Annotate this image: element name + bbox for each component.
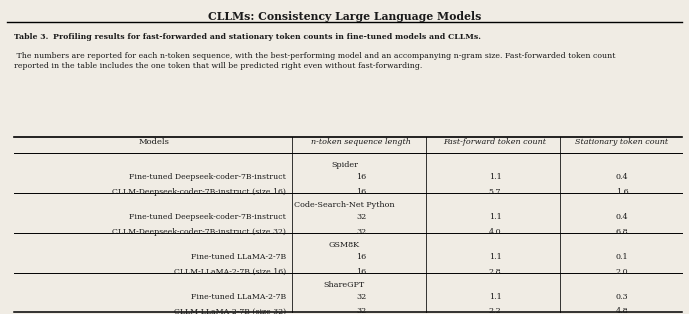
Text: ShareGPT: ShareGPT xyxy=(324,281,365,289)
Text: 1.6: 1.6 xyxy=(615,188,628,196)
Text: 2.8: 2.8 xyxy=(489,268,502,276)
Text: 2.0: 2.0 xyxy=(616,268,628,276)
Text: n-token sequence length: n-token sequence length xyxy=(311,138,411,146)
Text: 16: 16 xyxy=(356,188,367,196)
Text: 16: 16 xyxy=(356,253,367,261)
Text: GSM8K: GSM8K xyxy=(329,241,360,249)
Text: Stationary token count: Stationary token count xyxy=(575,138,668,146)
Text: 0.3: 0.3 xyxy=(616,293,628,301)
Text: 32: 32 xyxy=(356,293,367,301)
Text: 1.1: 1.1 xyxy=(489,293,502,301)
Text: Fine-tuned LLaMA-2-7B: Fine-tuned LLaMA-2-7B xyxy=(191,253,286,261)
Text: 32: 32 xyxy=(356,228,367,236)
Text: 1.1: 1.1 xyxy=(489,173,502,181)
Text: CLLM-Deepseek-coder-7B-instruct (size 32): CLLM-Deepseek-coder-7B-instruct (size 32… xyxy=(112,228,286,236)
Text: 1.1: 1.1 xyxy=(489,213,502,221)
Text: Models: Models xyxy=(138,138,169,146)
Text: 5.7: 5.7 xyxy=(489,188,501,196)
Text: 0.1: 0.1 xyxy=(616,253,628,261)
Text: CLLM-LLaMA-2-7B (size 32): CLLM-LLaMA-2-7B (size 32) xyxy=(174,307,286,314)
Text: Spider: Spider xyxy=(331,161,358,169)
Text: 32: 32 xyxy=(356,307,367,314)
Text: Table 3.: Table 3. xyxy=(14,33,48,41)
Text: 2.2: 2.2 xyxy=(489,307,502,314)
Text: 32: 32 xyxy=(356,213,367,221)
Text: 4.8: 4.8 xyxy=(616,307,628,314)
Text: 16: 16 xyxy=(356,173,367,181)
Text: 1.1: 1.1 xyxy=(489,253,502,261)
Text: 0.4: 0.4 xyxy=(616,173,628,181)
Text: 16: 16 xyxy=(356,268,367,276)
Text: The numbers are reported for each n-token sequence, with the best-performing mod: The numbers are reported for each n-toke… xyxy=(14,52,615,70)
Text: Fine-tuned Deepseek-coder-7B-instruct: Fine-tuned Deepseek-coder-7B-instruct xyxy=(130,173,286,181)
Text: CLLM-Deepseek-coder-7B-instruct (size 16): CLLM-Deepseek-coder-7B-instruct (size 16… xyxy=(112,188,286,196)
Text: 4.0: 4.0 xyxy=(489,228,502,236)
Text: CLLMs: Consistency Large Language Models: CLLMs: Consistency Large Language Models xyxy=(208,11,481,22)
Text: Profiling results for fast-forwarded and stationary token counts in fine-tuned m: Profiling results for fast-forwarded and… xyxy=(53,33,481,41)
Text: Code-Search-Net Python: Code-Search-Net Python xyxy=(294,201,395,209)
Text: Fine-tuned LLaMA-2-7B: Fine-tuned LLaMA-2-7B xyxy=(191,293,286,301)
Text: CLLM-LLaMA-2-7B (size 16): CLLM-LLaMA-2-7B (size 16) xyxy=(174,268,286,276)
Text: 6.8: 6.8 xyxy=(616,228,628,236)
Text: Fast-forward token count: Fast-forward token count xyxy=(444,138,546,146)
Text: Fine-tuned Deepseek-coder-7B-instruct: Fine-tuned Deepseek-coder-7B-instruct xyxy=(130,213,286,221)
Text: 0.4: 0.4 xyxy=(616,213,628,221)
